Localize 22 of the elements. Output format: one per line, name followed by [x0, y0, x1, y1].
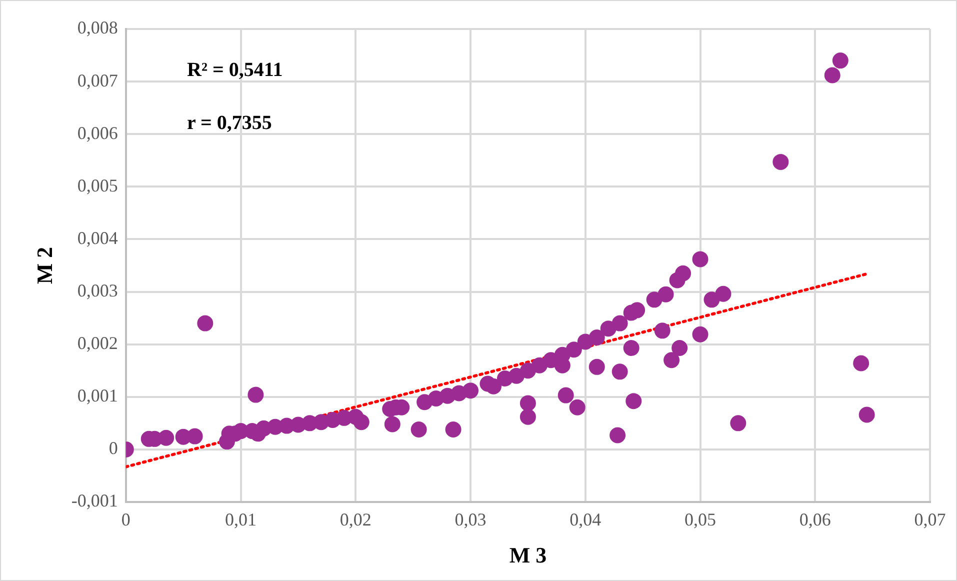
y-tick-label: 0,001	[77, 386, 118, 406]
x-axis-title: M 3	[509, 542, 547, 568]
x-tick-label: 0,07	[914, 510, 946, 530]
annotation: r = 0,7355	[187, 112, 273, 135]
y-tick-label: 0,005	[77, 175, 118, 196]
y-axis-title: M 2	[32, 246, 57, 284]
y-tick-label: 0,002	[77, 333, 118, 354]
y-tick-label: 0,008	[77, 18, 118, 38]
annotation: R² = 0,5411	[187, 59, 283, 82]
x-tick-label: 0	[121, 510, 130, 530]
x-tick-label: 0,01	[225, 510, 257, 530]
y-tick-label: 0,006	[77, 122, 118, 143]
x-tick-label: 0,06	[799, 510, 831, 530]
x-tick-label: 0,02	[340, 510, 372, 530]
y-tick-label: -0,001	[71, 490, 118, 511]
y-tick-label: 0,007	[77, 70, 118, 90]
y-tick-label: 0,004	[77, 228, 118, 248]
y-tick-label: 0,003	[77, 280, 118, 301]
y-tick-label: 0	[108, 438, 118, 458]
x-tick-label: 0,04	[570, 510, 602, 530]
x-tick-label: 0,03	[454, 510, 486, 530]
x-tick-label: 0,05	[684, 510, 716, 530]
